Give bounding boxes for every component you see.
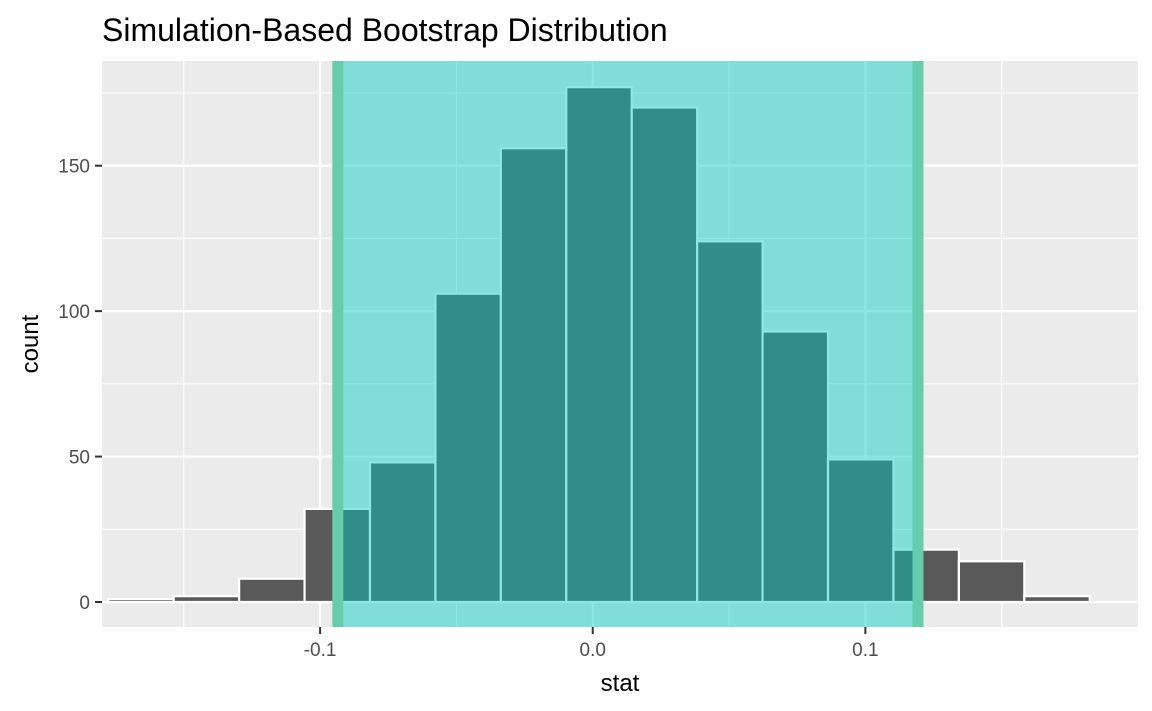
histogram-bars [107, 86, 1091, 604]
histogram-bar [696, 240, 764, 604]
y-tick-label: 50 [69, 448, 90, 469]
histogram-bar [957, 560, 1026, 604]
y-tick-label: 0 [79, 593, 90, 614]
histogram-bar [892, 548, 960, 604]
axes: -0.1 0.0 0.1 0 50 100 150 [58, 157, 878, 661]
histogram-bar [107, 597, 175, 604]
x-tick-label: 0.0 [580, 640, 606, 661]
x-tick-label: -0.1 [304, 640, 337, 661]
histogram-bar [368, 461, 437, 604]
y-axis-title: count [17, 314, 44, 373]
histogram-bar [238, 577, 306, 604]
y-tick-label: 100 [58, 302, 90, 323]
histogram-bar [172, 595, 241, 604]
histogram-bar [826, 458, 895, 604]
histogram-bar [1023, 595, 1091, 604]
chart-title: Simulation-Based Bootstrap Distribution [102, 12, 668, 48]
y-tick-label: 150 [58, 157, 90, 178]
confidence-interval-shade [332, 61, 924, 627]
histogram-bar [565, 86, 633, 604]
x-axis-title: stat [601, 670, 640, 697]
ci-shaded-region [337, 61, 918, 627]
x-tick-label: 0.1 [852, 640, 878, 661]
